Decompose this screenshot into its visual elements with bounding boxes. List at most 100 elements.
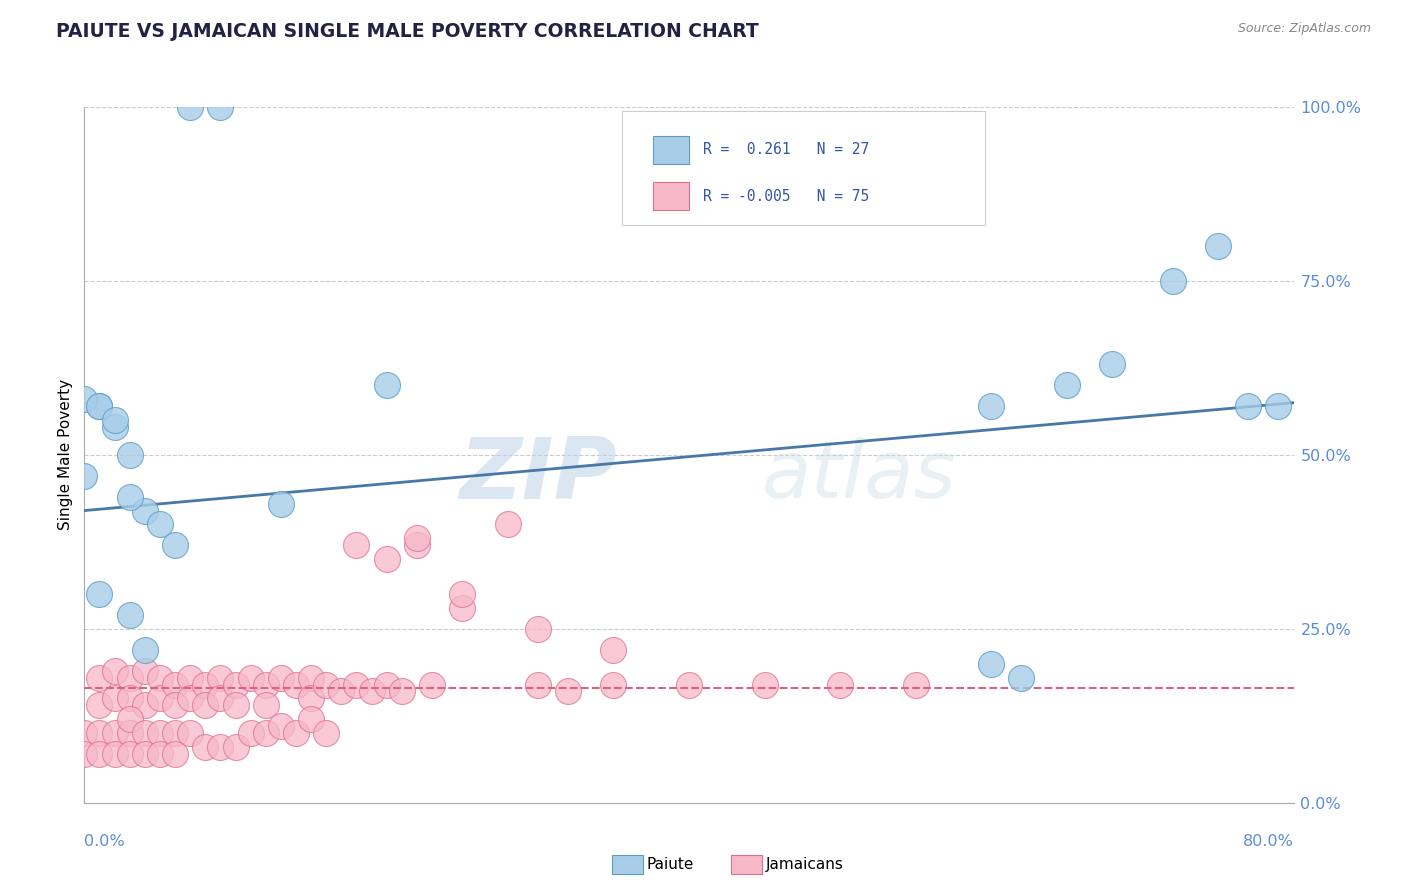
Point — [254, 698, 277, 713]
Point — [118, 671, 141, 685]
Point — [149, 747, 172, 761]
Text: Jamaicans: Jamaicans — [766, 857, 844, 871]
Point — [225, 698, 247, 713]
Point — [557, 684, 579, 698]
Text: ZIP: ZIP — [458, 434, 616, 517]
Point — [104, 747, 127, 761]
Point — [118, 607, 141, 622]
Text: R =  0.261   N = 27: R = 0.261 N = 27 — [703, 142, 870, 157]
Point — [179, 726, 201, 740]
Point — [406, 532, 429, 546]
Point — [194, 698, 217, 713]
Point — [118, 490, 141, 504]
Point — [89, 726, 111, 740]
Point — [179, 691, 201, 706]
Point — [89, 698, 111, 713]
Point — [118, 712, 141, 726]
Point — [134, 698, 156, 713]
Point — [209, 691, 232, 706]
Point — [118, 726, 141, 740]
Point — [1101, 358, 1123, 372]
Point — [149, 671, 172, 685]
Text: 0.0%: 0.0% — [84, 834, 125, 849]
Point — [134, 503, 156, 517]
Point — [284, 677, 308, 691]
Point — [179, 671, 201, 685]
Text: PAIUTE VS JAMAICAN SINGLE MALE POVERTY CORRELATION CHART: PAIUTE VS JAMAICAN SINGLE MALE POVERTY C… — [56, 22, 759, 41]
Point — [73, 392, 96, 407]
Point — [496, 517, 519, 532]
Point — [754, 677, 776, 691]
Point — [406, 538, 429, 552]
Point — [451, 587, 474, 601]
Point — [163, 698, 186, 713]
Point — [104, 664, 127, 678]
Point — [163, 677, 186, 691]
Point — [270, 719, 292, 733]
Point — [104, 413, 127, 427]
Point — [134, 664, 156, 678]
Text: Source: ZipAtlas.com: Source: ZipAtlas.com — [1237, 22, 1371, 36]
Point — [179, 100, 201, 114]
Point — [239, 726, 262, 740]
Point — [904, 677, 927, 691]
FancyBboxPatch shape — [652, 182, 689, 211]
Point — [346, 677, 368, 691]
Point — [73, 726, 96, 740]
Point — [270, 497, 292, 511]
Point — [149, 726, 172, 740]
Point — [209, 100, 232, 114]
Point — [330, 684, 353, 698]
Point — [134, 642, 156, 657]
Point — [375, 378, 398, 392]
Point — [225, 740, 247, 755]
FancyBboxPatch shape — [652, 136, 689, 164]
Point — [299, 671, 322, 685]
Point — [104, 420, 127, 434]
FancyBboxPatch shape — [623, 111, 986, 226]
Point — [980, 399, 1002, 413]
Point — [225, 677, 247, 691]
Point — [315, 677, 337, 691]
Y-axis label: Single Male Poverty: Single Male Poverty — [58, 379, 73, 531]
Point — [118, 747, 141, 761]
Point — [73, 747, 96, 761]
Point — [89, 399, 111, 413]
Point — [346, 538, 368, 552]
Point — [254, 726, 277, 740]
Point — [163, 538, 186, 552]
Text: atlas: atlas — [762, 437, 956, 515]
Point — [980, 657, 1002, 671]
Point — [1237, 399, 1260, 413]
Point — [89, 671, 111, 685]
Point — [451, 601, 474, 615]
Point — [149, 691, 172, 706]
Point — [104, 691, 127, 706]
Point — [830, 677, 852, 691]
Point — [104, 726, 127, 740]
Point — [134, 747, 156, 761]
Point — [1056, 378, 1078, 392]
Point — [163, 726, 186, 740]
Point — [1161, 274, 1184, 288]
Point — [134, 726, 156, 740]
Point — [149, 517, 172, 532]
Point — [375, 677, 398, 691]
Point — [299, 691, 322, 706]
Point — [89, 747, 111, 761]
Point — [299, 712, 322, 726]
Point — [89, 587, 111, 601]
Text: R = -0.005   N = 75: R = -0.005 N = 75 — [703, 189, 870, 203]
Point — [375, 552, 398, 566]
Point — [209, 671, 232, 685]
Point — [1010, 671, 1032, 685]
Point — [602, 642, 624, 657]
Point — [1206, 239, 1229, 253]
Point — [194, 740, 217, 755]
Point — [284, 726, 308, 740]
Text: 80.0%: 80.0% — [1243, 834, 1294, 849]
Point — [89, 399, 111, 413]
Point — [194, 677, 217, 691]
Point — [420, 677, 443, 691]
Text: Paiute: Paiute — [647, 857, 695, 871]
